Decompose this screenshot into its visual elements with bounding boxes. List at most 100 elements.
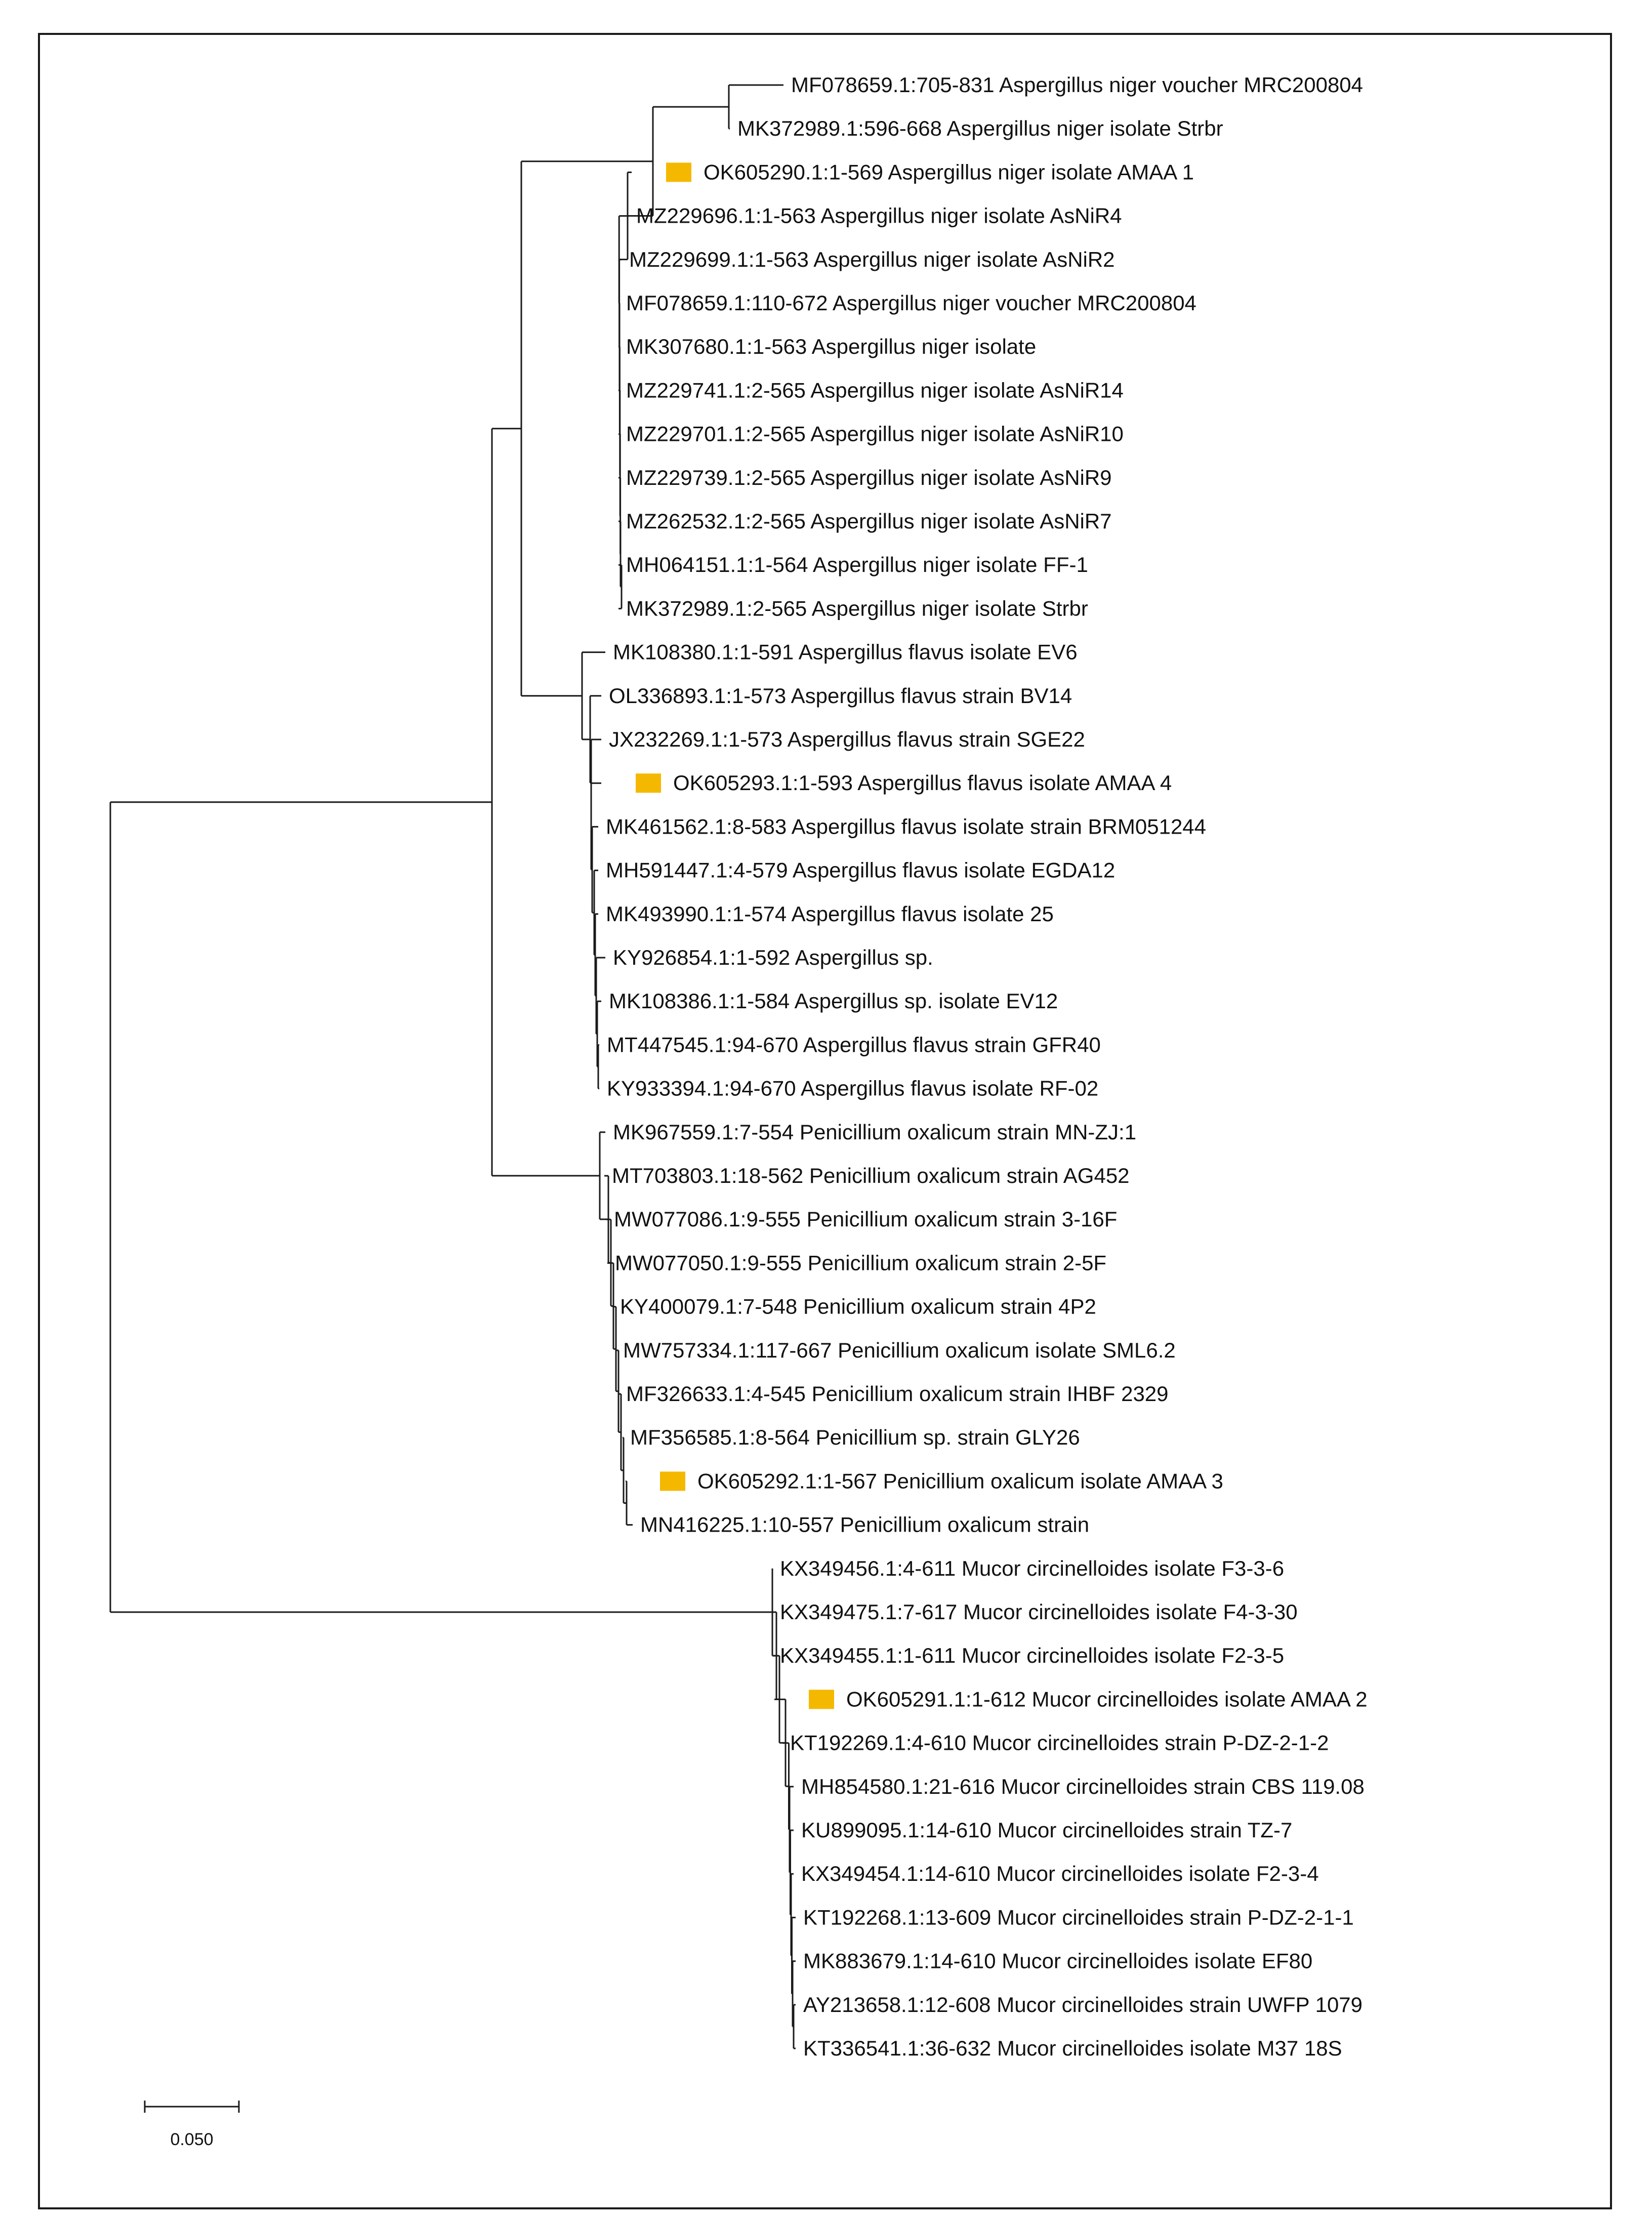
leaf-penicillium-oxalicum: MW077050.1:9-555 Penicillium oxalicum st… — [615, 1251, 1106, 1275]
leaf-label: MK372989.1:596-668 Aspergillus niger iso… — [737, 116, 1223, 140]
leaf-penicillium-oxalicum: MF326633.1:4-545 Penicillium oxalicum st… — [626, 1382, 1169, 1406]
leaf-mucor-circinelloides: MH854580.1:21-616 Mucor circinelloides s… — [801, 1775, 1365, 1798]
leaf-label: KY933394.1:94-670 Aspergillus flavus iso… — [607, 1077, 1098, 1100]
highlight-marker — [666, 162, 691, 182]
leaf-aspergillus-flavus: MK108386.1:1-584 Aspergillus sp. isolate… — [609, 989, 1058, 1013]
leaf-label: KX349454.1:14-610 Mucor circinelloides i… — [801, 1862, 1319, 1885]
leaf-label: KT336541.1:36-632 Mucor circinelloides i… — [803, 2036, 1342, 2060]
leaf-label: MT703803.1:18-562 Penicillium oxalicum s… — [612, 1164, 1130, 1187]
leaf-aspergillus-flavus: MK108380.1:1-591 Aspergillus flavus isol… — [613, 640, 1078, 664]
leaf-mucor-circinelloides: KT192269.1:4-610 Mucor circinelloides st… — [790, 1731, 1329, 1755]
leaf-aspergillus-flavus: KY926854.1:1-592 Aspergillus sp. — [613, 946, 933, 969]
figure-frame — [38, 33, 1612, 2209]
leaf-penicillium-oxalicum: OK605292.1:1-567 Penicillium oxalicum is… — [697, 1469, 1223, 1493]
leaf-label: OK605290.1:1-569 Aspergillus niger isola… — [704, 160, 1194, 184]
leaf-aspergillus-niger: MZ229739.1:2-565 Aspergillus niger isola… — [626, 466, 1112, 489]
leaf-label: MK461562.1:8-583 Aspergillus flavus isol… — [606, 814, 1206, 838]
highlight-marker — [809, 1690, 834, 1709]
leaf-label: MZ229701.1:2-565 Aspergillus niger isola… — [626, 422, 1124, 446]
leaf-label: MK108386.1:1-584 Aspergillus sp. isolate… — [609, 989, 1058, 1013]
leaf-label: MZ229699.1:1-563 Aspergillus niger isola… — [629, 248, 1115, 271]
leaf-label: KX349475.1:7-617 Mucor circinelloides is… — [780, 1600, 1298, 1624]
leaf-label: MH064151.1:1-564 Aspergillus niger isola… — [626, 553, 1088, 577]
leaf-mucor-circinelloides: KX349456.1:4-611 Mucor circinelloides is… — [780, 1556, 1284, 1580]
leaf-aspergillus-niger: MZ229696.1:1-563 Aspergillus niger isola… — [636, 204, 1122, 228]
highlight-marker — [660, 1471, 685, 1491]
leaf-label: MT447545.1:94-670 Aspergillus flavus str… — [607, 1033, 1101, 1056]
leaf-aspergillus-niger: MK372989.1:2-565 Aspergillus niger isola… — [626, 596, 1088, 620]
leaf-label: KY400079.1:7-548 Penicillium oxalicum st… — [620, 1295, 1096, 1319]
leaf-mucor-circinelloides: KX349475.1:7-617 Mucor circinelloides is… — [780, 1600, 1298, 1624]
leaf-label: KY926854.1:1-592 Aspergillus sp. — [613, 946, 933, 969]
leaf-aspergillus-flavus: MT447545.1:94-670 Aspergillus flavus str… — [607, 1033, 1101, 1056]
leaf-label: OK605291.1:1-612 Mucor circinelloides is… — [846, 1687, 1368, 1711]
leaf-label: MZ229739.1:2-565 Aspergillus niger isola… — [626, 466, 1112, 489]
leaf-aspergillus-niger: MK372989.1:596-668 Aspergillus niger iso… — [737, 116, 1223, 140]
leaf-labels: MF078659.1:705-831 Aspergillus niger vou… — [606, 73, 1368, 2060]
highlight-marker — [636, 773, 661, 793]
leaf-mucor-circinelloides: OK605291.1:1-612 Mucor circinelloides is… — [846, 1687, 1368, 1711]
leaf-label: MK307680.1:1-563 Aspergillus niger isola… — [626, 335, 1036, 358]
leaf-label: MK493990.1:1-574 Aspergillus flavus isol… — [606, 902, 1054, 926]
leaf-mucor-circinelloides: KT192268.1:13-609 Mucor circinelloides s… — [803, 1905, 1354, 1929]
leaf-label: MZ229741.1:2-565 Aspergillus niger isola… — [626, 378, 1124, 402]
leaf-label: MK883679.1:14-610 Mucor circinelloides i… — [803, 1949, 1312, 1973]
leaf-aspergillus-niger: MZ262532.1:2-565 Aspergillus niger isola… — [626, 509, 1112, 533]
scale-bar: 0.050 — [144, 2101, 240, 2149]
leaf-penicillium-oxalicum: MN416225.1:10-557 Penicillium oxalicum s… — [640, 1513, 1089, 1537]
leaf-label: MH591447.1:4-579 Aspergillus flavus isol… — [606, 858, 1115, 882]
leaf-aspergillus-flavus: KY933394.1:94-670 Aspergillus flavus iso… — [607, 1077, 1098, 1100]
leaf-mucor-circinelloides: KU899095.1:14-610 Mucor circinelloides s… — [801, 1818, 1292, 1842]
scale-bar-label: 0.050 — [170, 2130, 213, 2149]
leaf-penicillium-oxalicum: MW077086.1:9-555 Penicillium oxalicum st… — [614, 1207, 1117, 1231]
leaf-aspergillus-niger: MZ229701.1:2-565 Aspergillus niger isola… — [626, 422, 1124, 446]
leaf-mucor-circinelloides: MK883679.1:14-610 Mucor circinelloides i… — [803, 1949, 1312, 1973]
leaf-aspergillus-niger: OK605290.1:1-569 Aspergillus niger isola… — [704, 160, 1194, 184]
leaf-aspergillus-flavus: MK461562.1:8-583 Aspergillus flavus isol… — [606, 814, 1206, 838]
leaf-label: OL336893.1:1-573 Aspergillus flavus stra… — [609, 684, 1072, 708]
leaf-label: MH854580.1:21-616 Mucor circinelloides s… — [801, 1775, 1365, 1798]
leaf-label: OK605292.1:1-567 Penicillium oxalicum is… — [697, 1469, 1223, 1493]
leaf-mucor-circinelloides: KT336541.1:36-632 Mucor circinelloides i… — [803, 2036, 1342, 2060]
leaf-label: KX349456.1:4-611 Mucor circinelloides is… — [780, 1556, 1284, 1580]
leaf-penicillium-oxalicum: KY400079.1:7-548 Penicillium oxalicum st… — [620, 1295, 1096, 1319]
highlight-markers — [636, 162, 834, 1709]
leaf-label: AY213658.1:12-608 Mucor circinelloides s… — [803, 1993, 1362, 2017]
leaf-aspergillus-niger: MF078659.1:705-831 Aspergillus niger vou… — [791, 73, 1363, 97]
leaf-aspergillus-niger: MZ229699.1:1-563 Aspergillus niger isola… — [629, 248, 1115, 271]
leaf-label: MF078659.1:110-672 Aspergillus niger vou… — [626, 291, 1196, 315]
leaf-label: MK372989.1:2-565 Aspergillus niger isola… — [626, 596, 1088, 620]
leaf-label: MF356585.1:8-564 Penicillium sp. strain … — [630, 1425, 1080, 1449]
leaf-aspergillus-niger: MK307680.1:1-563 Aspergillus niger isola… — [626, 335, 1036, 358]
leaf-label: MF326633.1:4-545 Penicillium oxalicum st… — [626, 1382, 1169, 1406]
leaf-aspergillus-niger: MZ229741.1:2-565 Aspergillus niger isola… — [626, 378, 1124, 402]
leaf-label: JX232269.1:1-573 Aspergillus flavus stra… — [609, 727, 1085, 751]
leaf-label: MK967559.1:7-554 Penicillium oxalicum st… — [613, 1120, 1136, 1144]
leaf-aspergillus-flavus: OK605293.1:1-593 Aspergillus flavus isol… — [673, 771, 1172, 795]
leaf-aspergillus-flavus: JX232269.1:1-573 Aspergillus flavus stra… — [609, 727, 1085, 751]
leaf-label: MF078659.1:705-831 Aspergillus niger vou… — [791, 73, 1363, 97]
leaf-label: MW757334.1:117-667 Penicillium oxalicum … — [623, 1338, 1176, 1362]
leaf-label: MZ229696.1:1-563 Aspergillus niger isola… — [636, 204, 1122, 228]
leaf-label: MW077050.1:9-555 Penicillium oxalicum st… — [615, 1251, 1106, 1275]
leaf-aspergillus-niger: MH064151.1:1-564 Aspergillus niger isola… — [626, 553, 1088, 577]
tree-branches — [109, 84, 796, 2049]
leaf-label: OK605293.1:1-593 Aspergillus flavus isol… — [673, 771, 1172, 795]
leaf-penicillium-oxalicum: MK967559.1:7-554 Penicillium oxalicum st… — [613, 1120, 1136, 1144]
leaf-penicillium-oxalicum: MF356585.1:8-564 Penicillium sp. strain … — [630, 1425, 1080, 1449]
leaf-label: KU899095.1:14-610 Mucor circinelloides s… — [801, 1818, 1292, 1842]
leaf-mucor-circinelloides: KX349454.1:14-610 Mucor circinelloides i… — [801, 1862, 1319, 1885]
leaf-label: MZ262532.1:2-565 Aspergillus niger isola… — [626, 509, 1112, 533]
leaf-label: KT192268.1:13-609 Mucor circinelloides s… — [803, 1905, 1354, 1929]
leaf-penicillium-oxalicum: MW757334.1:117-667 Penicillium oxalicum … — [623, 1338, 1176, 1362]
leaf-label: MN416225.1:10-557 Penicillium oxalicum s… — [640, 1513, 1089, 1537]
leaf-label: MK108380.1:1-591 Aspergillus flavus isol… — [613, 640, 1078, 664]
leaf-aspergillus-flavus: OL336893.1:1-573 Aspergillus flavus stra… — [609, 684, 1072, 708]
leaf-penicillium-oxalicum: MT703803.1:18-562 Penicillium oxalicum s… — [612, 1164, 1130, 1187]
leaf-aspergillus-niger: MF078659.1:110-672 Aspergillus niger vou… — [626, 291, 1196, 315]
leaf-mucor-circinelloides: KX349455.1:1-611 Mucor circinelloides is… — [780, 1643, 1284, 1667]
leaf-aspergillus-flavus: MH591447.1:4-579 Aspergillus flavus isol… — [606, 858, 1115, 882]
leaf-aspergillus-flavus: MK493990.1:1-574 Aspergillus flavus isol… — [606, 902, 1054, 926]
leaf-label: KT192269.1:4-610 Mucor circinelloides st… — [790, 1731, 1329, 1755]
